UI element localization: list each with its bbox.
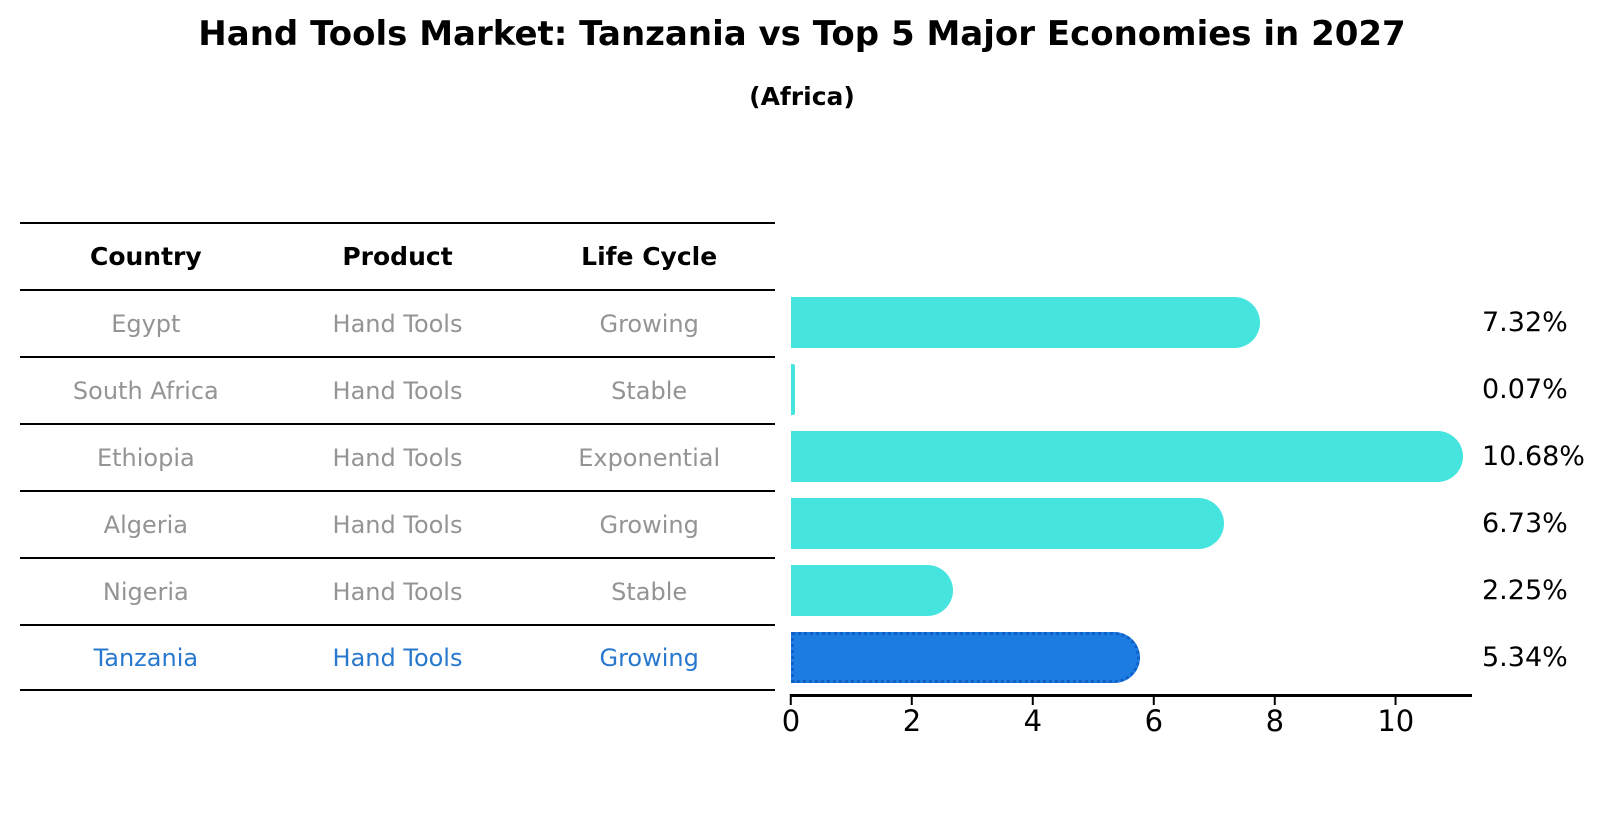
cell-life-cycle: Stable — [611, 376, 688, 405]
bar-south-africa — [791, 364, 796, 415]
bar-tanzania — [791, 632, 1140, 683]
cell-product: Hand Tools — [332, 643, 463, 672]
tick-mark — [910, 694, 913, 705]
tick-label: 8 — [1265, 704, 1285, 738]
bar-egypt — [791, 297, 1260, 348]
bar-nigeria — [791, 565, 954, 616]
x-axis-tick: 4 — [1024, 694, 1042, 736]
x-axis-tick: 0 — [782, 694, 800, 736]
cell-country: Algeria — [103, 510, 188, 539]
tick-label: 10 — [1377, 704, 1415, 738]
table-header-life-cycle: Life Cycle — [581, 242, 718, 271]
cell-product: Hand Tools — [332, 577, 463, 606]
x-axis-tick: 10 — [1377, 694, 1414, 736]
value-label-nigeria: 2.25% — [1482, 575, 1568, 606]
x-axis-tick: 8 — [1266, 694, 1284, 736]
table-row-ethiopia: Ethiopia Hand Tools Exponential — [20, 423, 775, 490]
table-row-egypt: Egypt Hand Tools Growing — [20, 289, 775, 356]
cell-product: Hand Tools — [332, 510, 463, 539]
cell-country: South Africa — [72, 376, 219, 405]
cell-country: Egypt — [111, 309, 181, 338]
value-label-south-africa: 0.07% — [1482, 374, 1568, 405]
cell-country: Ethiopia — [96, 443, 195, 472]
chart-subtitle: (Africa) — [749, 82, 855, 111]
cell-product: Hand Tools — [332, 376, 463, 405]
x-axis-tick: 2 — [903, 694, 921, 736]
cell-life-cycle: Exponential — [578, 443, 721, 472]
cell-life-cycle: Growing — [599, 510, 699, 539]
cell-country: Tanzania — [93, 643, 199, 672]
value-label-ethiopia: 10.68% — [1482, 441, 1585, 472]
tick-label: 6 — [1144, 704, 1164, 738]
bar-ethiopia — [791, 431, 1463, 482]
bar-algeria — [791, 498, 1225, 549]
table-row-nigeria: Nigeria Hand Tools Stable — [20, 557, 775, 624]
cell-life-cycle: Stable — [611, 577, 688, 606]
tick-mark — [1394, 694, 1397, 705]
value-labels: 7.32% 0.07% 10.68% 6.73% 2.25% 5.34% — [1482, 280, 1604, 697]
tick-label: 0 — [781, 704, 801, 738]
table-header-product: Product — [342, 242, 453, 271]
x-axis-tick: 6 — [1145, 694, 1163, 736]
tick-mark — [1273, 694, 1276, 705]
bar-plot: 0 2 4 6 8 10 — [782, 280, 1472, 736]
cell-life-cycle: Growing — [599, 309, 699, 338]
cell-life-cycle: Growing — [599, 643, 699, 672]
cell-country: Nigeria — [102, 577, 189, 606]
tick-mark — [1152, 694, 1155, 705]
tick-mark — [789, 694, 792, 705]
table-header-row: Country Product Life Cycle — [20, 222, 775, 289]
cell-product: Hand Tools — [332, 309, 463, 338]
tick-label: 4 — [1023, 704, 1043, 738]
value-label-egypt: 7.32% — [1482, 307, 1568, 338]
chart-title: Hand Tools Market: Tanzania vs Top 5 Maj… — [198, 14, 1406, 54]
value-label-tanzania: 5.34% — [1482, 642, 1568, 673]
table-row-algeria: Algeria Hand Tools Growing — [20, 490, 775, 557]
country-table: Country Product Life Cycle Egypt Hand To… — [20, 222, 775, 691]
tick-mark — [1031, 694, 1034, 705]
table-row-tanzania: Tanzania Hand Tools Growing — [20, 624, 775, 691]
cell-product: Hand Tools — [332, 443, 463, 472]
value-label-algeria: 6.73% — [1482, 508, 1568, 539]
tick-label: 2 — [902, 704, 922, 738]
table-row-south-africa: South Africa Hand Tools Stable — [20, 356, 775, 423]
table-header-country: Country — [89, 242, 202, 271]
